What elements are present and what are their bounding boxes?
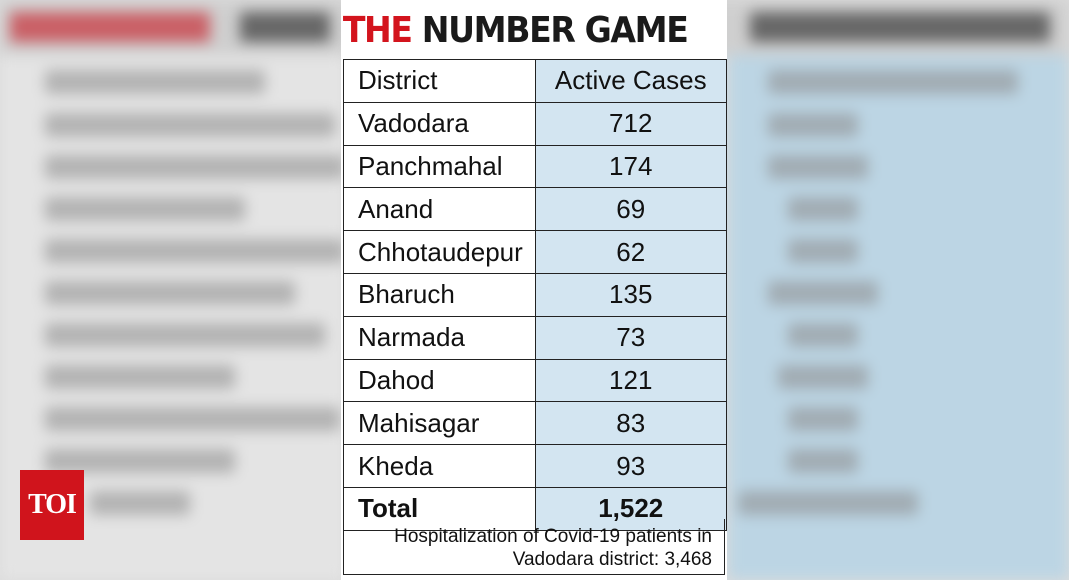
table-row: Bharuch 135 <box>343 272 727 317</box>
header-district: District <box>343 59 536 103</box>
toi-logo: TOI <box>20 470 84 540</box>
table-row: Vadodara 712 <box>343 101 727 146</box>
cases-cell: 174 <box>534 144 727 189</box>
footnote-line-1: Hospitalization of Covid-19 patients in <box>394 526 712 547</box>
table-row: Dahod 121 <box>343 358 727 403</box>
title-part-black: NUMBER GAME <box>421 10 689 51</box>
cases-cell: 135 <box>534 272 727 317</box>
district-cell: Narmada <box>343 315 536 360</box>
cases-cell: 62 <box>534 230 727 274</box>
table-row: Anand 69 <box>343 187 727 232</box>
table-row: Chhotaudepur 62 <box>343 230 727 274</box>
district-cell: Kheda <box>343 444 536 488</box>
table-row: Narmada 73 <box>343 315 727 360</box>
table-header-row: District Active Cases <box>343 59 727 103</box>
total-row: Total 1,522 <box>343 486 727 531</box>
blurred-right-panel <box>728 55 1069 580</box>
cases-cell: 712 <box>534 101 727 146</box>
number-game-card: THE NUMBER GAME District Active Cases Va… <box>341 0 727 580</box>
cases-cell: 83 <box>534 401 727 446</box>
total-label: Total <box>343 486 536 531</box>
page-title: THE NUMBER GAME <box>341 6 698 56</box>
district-cell: Dahod <box>343 358 536 403</box>
footnote: Hospitalization of Covid-19 patients in … <box>343 519 725 575</box>
footnote-line-2: Vadodara district: 3,468 <box>512 549 712 570</box>
total-value: 1,522 <box>534 486 727 531</box>
table-row: Mahisagar 83 <box>343 401 727 446</box>
cases-table: District Active Cases Vadodara 712 Panch… <box>343 59 727 531</box>
table-row: Kheda 93 <box>343 444 727 488</box>
district-cell: Chhotaudepur <box>343 230 536 274</box>
district-cell: Panchmahal <box>343 144 536 189</box>
header-active-cases: Active Cases <box>534 59 727 103</box>
district-cell: Anand <box>343 187 536 232</box>
district-cell: Mahisagar <box>343 401 536 446</box>
district-cell: Bharuch <box>343 272 536 317</box>
cases-cell: 121 <box>534 358 727 403</box>
cases-cell: 69 <box>534 187 727 232</box>
table-row: Panchmahal 174 <box>343 144 727 189</box>
cases-cell: 73 <box>534 315 727 360</box>
title-part-red: THE <box>342 10 413 51</box>
cases-cell: 93 <box>534 444 727 488</box>
district-cell: Vadodara <box>343 101 536 146</box>
